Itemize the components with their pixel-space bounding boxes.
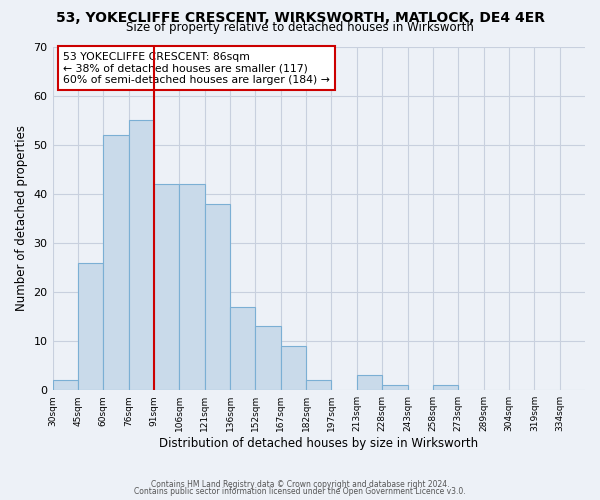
Text: Contains public sector information licensed under the Open Government Licence v3: Contains public sector information licen… xyxy=(134,487,466,496)
Text: Size of property relative to detached houses in Wirksworth: Size of property relative to detached ho… xyxy=(126,22,474,35)
Bar xyxy=(154,184,179,390)
Bar xyxy=(306,380,331,390)
Bar xyxy=(357,376,382,390)
Bar xyxy=(281,346,306,390)
Bar xyxy=(179,184,205,390)
Text: Contains HM Land Registry data © Crown copyright and database right 2024.: Contains HM Land Registry data © Crown c… xyxy=(151,480,449,489)
Bar xyxy=(230,306,256,390)
Y-axis label: Number of detached properties: Number of detached properties xyxy=(15,126,28,312)
Bar xyxy=(78,262,103,390)
Bar xyxy=(103,135,128,390)
X-axis label: Distribution of detached houses by size in Wirksworth: Distribution of detached houses by size … xyxy=(159,437,478,450)
Bar xyxy=(256,326,281,390)
Bar xyxy=(382,386,407,390)
Text: 53, YOKECLIFFE CRESCENT, WIRKSWORTH, MATLOCK, DE4 4ER: 53, YOKECLIFFE CRESCENT, WIRKSWORTH, MAT… xyxy=(56,11,545,25)
Text: 53 YOKECLIFFE CRESCENT: 86sqm
← 38% of detached houses are smaller (117)
60% of : 53 YOKECLIFFE CRESCENT: 86sqm ← 38% of d… xyxy=(63,52,330,85)
Bar xyxy=(433,386,458,390)
Bar xyxy=(53,380,78,390)
Bar xyxy=(205,204,230,390)
Bar xyxy=(128,120,154,390)
